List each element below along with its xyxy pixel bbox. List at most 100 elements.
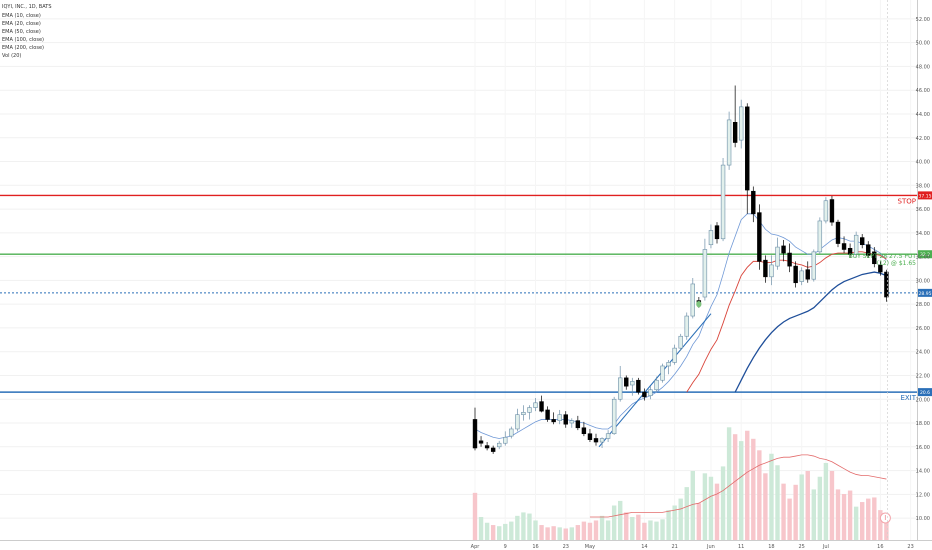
candle	[805, 261, 810, 283]
candle	[636, 377, 641, 395]
candle-body	[829, 199, 835, 223]
candle	[569, 418, 575, 428]
volume-bar	[490, 525, 496, 540]
candle-body	[490, 447, 496, 452]
candle	[811, 249, 817, 282]
volume-bar	[678, 498, 683, 540]
candle-body	[781, 245, 786, 254]
candle-body	[866, 244, 871, 256]
candle	[757, 204, 762, 270]
candle-body	[611, 398, 617, 435]
candle-body	[799, 270, 804, 282]
candle	[575, 415, 581, 431]
candle	[648, 386, 653, 400]
candle-body	[745, 106, 750, 191]
candle-body	[503, 436, 508, 444]
volume-bar	[847, 490, 853, 540]
candle-body	[557, 414, 562, 421]
volume-bar	[745, 430, 750, 540]
volume-bar	[805, 471, 810, 540]
candle-body	[859, 237, 865, 246]
candle-body	[545, 409, 550, 420]
time-tick-label: 23	[907, 544, 913, 550]
candle	[781, 239, 786, 262]
volume-bar	[702, 473, 708, 540]
candle-body	[472, 419, 478, 449]
candle-body	[539, 401, 544, 412]
volume-bar	[618, 500, 623, 540]
candle	[666, 360, 671, 375]
candle	[624, 375, 629, 390]
candle	[490, 445, 496, 454]
volume-bar	[690, 471, 695, 540]
candle-body	[521, 412, 526, 416]
volume-bar	[811, 489, 816, 540]
price-axis[interactable]: 52.00 50.00 48.00 46.00 44.00 42.00 40.00 38.00…	[916, 17, 930, 522]
candle-body	[642, 391, 647, 398]
volume-bar	[551, 526, 556, 540]
volume-bar	[636, 514, 641, 540]
candle-body	[720, 164, 726, 240]
candle	[521, 405, 526, 421]
candle	[726, 111, 732, 170]
time-tick-label: 21	[671, 544, 677, 550]
candle	[853, 231, 859, 258]
price-tick-label: 52.00	[916, 17, 930, 23]
candle	[884, 269, 889, 302]
candle	[509, 426, 514, 439]
volume-bar	[672, 505, 677, 540]
candle-body	[551, 419, 556, 423]
volume-bar	[605, 520, 611, 540]
legend-ema-10: EMA (10, close)	[2, 13, 41, 19]
candle	[829, 195, 835, 226]
time-tick-label: 9	[504, 544, 507, 550]
volume-bar	[726, 427, 732, 540]
candle-body	[702, 249, 708, 298]
volume-bar	[654, 521, 659, 540]
candle-body	[793, 265, 798, 284]
candle	[539, 395, 544, 413]
candle-body	[884, 271, 889, 298]
candle	[738, 99, 744, 149]
candle	[763, 255, 768, 283]
volume-bar	[509, 521, 514, 540]
time-tick-label: Jul	[822, 544, 829, 550]
candle	[678, 333, 683, 351]
candle	[611, 396, 617, 435]
candle-body	[732, 121, 738, 143]
candle-body	[835, 221, 841, 244]
candle	[775, 237, 780, 270]
volume-bar	[503, 523, 508, 540]
candle	[872, 247, 877, 268]
time-axis[interactable]: Apr91623May1421Jun111825Jul1623Aug13	[471, 544, 932, 550]
volume-bar	[860, 502, 865, 540]
time-tick-label: 14	[641, 544, 647, 550]
candle	[599, 437, 605, 448]
candle-body	[878, 264, 883, 273]
candle-body	[484, 445, 490, 449]
candle-body	[636, 379, 641, 393]
candle	[751, 186, 756, 223]
legend: IQYI, INC., 1D, BATS EMA (10, close) EMA…	[2, 4, 52, 59]
candle	[835, 219, 841, 248]
legend-ema-200: EMA (200, close)	[2, 45, 44, 51]
candle-body	[575, 420, 581, 429]
candle	[484, 442, 490, 451]
price-level-badge	[918, 288, 932, 297]
volume-bar	[799, 474, 804, 540]
volume-bar	[853, 506, 859, 540]
candle	[551, 412, 556, 425]
candle-body	[654, 379, 659, 391]
candle-body	[563, 414, 568, 425]
volume-bar	[515, 515, 520, 540]
candle	[732, 85, 738, 148]
candle-body	[811, 251, 817, 280]
candle-body	[581, 427, 587, 435]
volume-bar	[696, 503, 702, 540]
candle-body	[757, 212, 762, 262]
annotation-line-2: (12) @ $1.65	[877, 260, 916, 267]
annotation-line-1: BUY SEPT 28 27.5 PUT	[849, 253, 917, 260]
candle-body	[630, 381, 635, 386]
